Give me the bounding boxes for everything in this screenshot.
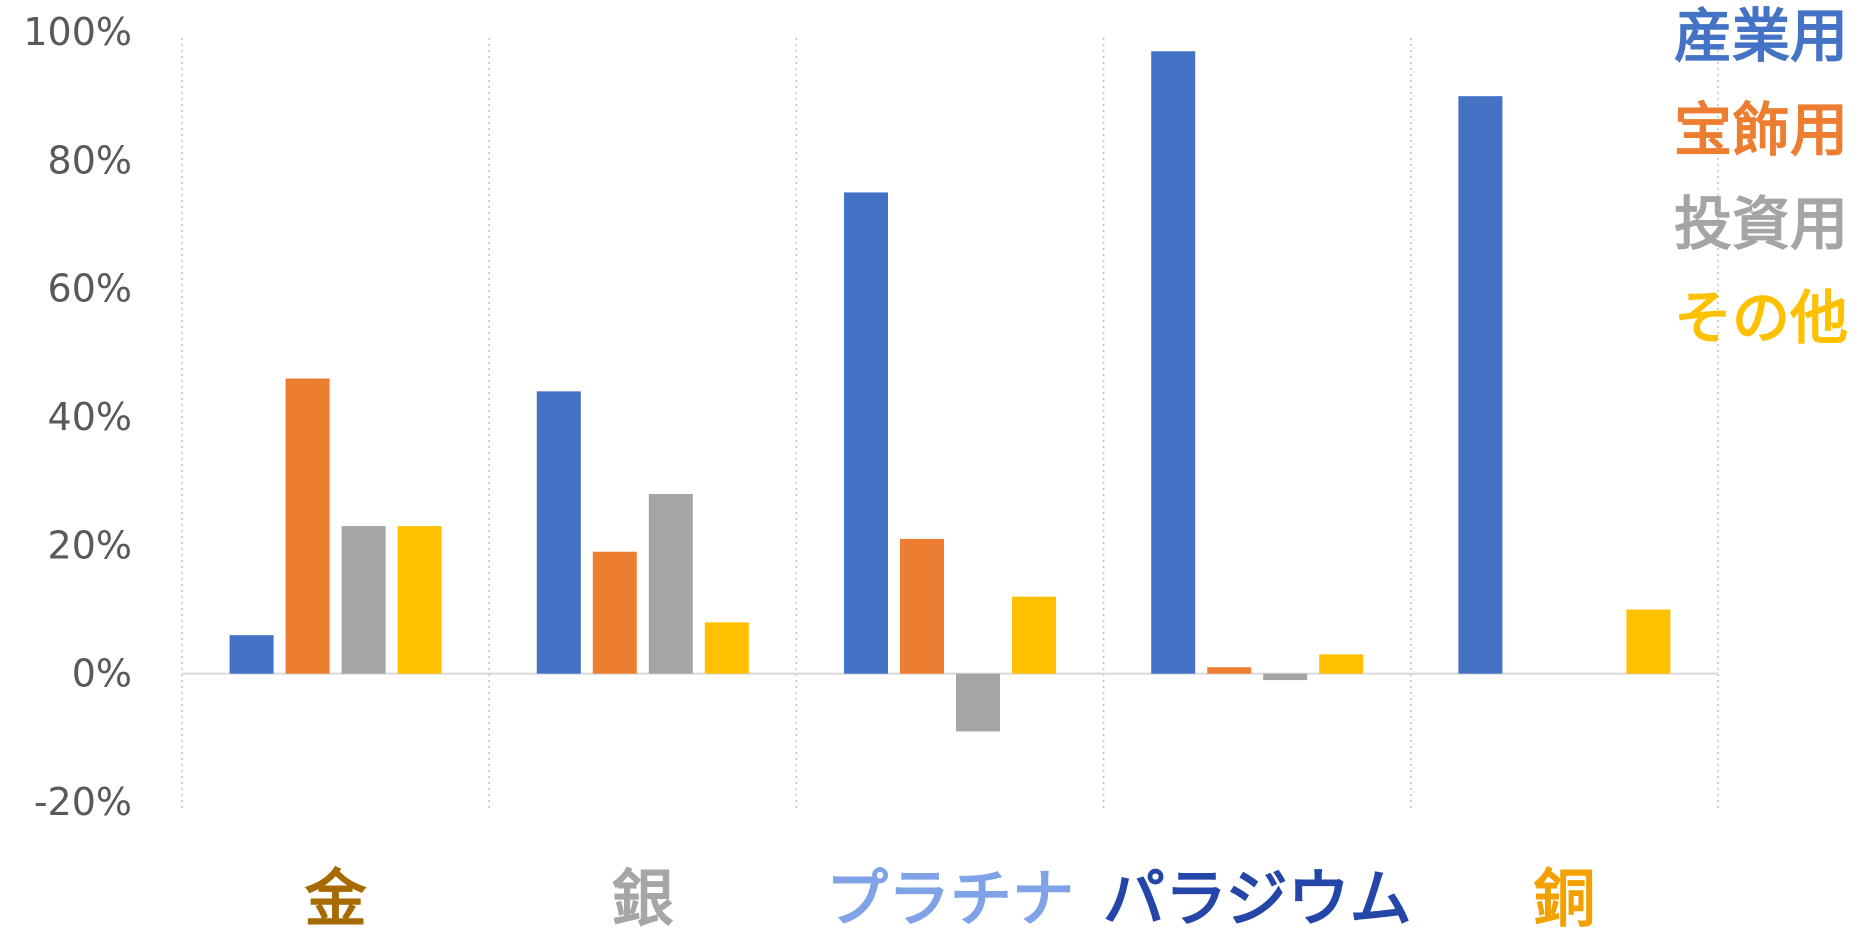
bar xyxy=(285,378,330,674)
bar xyxy=(1012,596,1056,674)
bar xyxy=(900,538,944,674)
x-category-label: プラチナ xyxy=(826,862,1074,928)
bar xyxy=(1458,96,1503,674)
x-category-label: 銀 xyxy=(612,862,674,928)
bar xyxy=(1626,609,1671,674)
y-tick-label: 0% xyxy=(72,652,132,696)
x-axis-category-labels: 金 銀 プラチナ パラジウム 銅 xyxy=(304,862,1596,928)
x-category-label: 銅 xyxy=(1533,862,1595,928)
y-tick-label: 60% xyxy=(48,267,132,311)
bar xyxy=(1207,667,1252,674)
x-category-label: パラジウム xyxy=(1103,862,1412,928)
bar xyxy=(844,192,888,674)
bar xyxy=(704,622,749,674)
bar xyxy=(956,673,1000,732)
y-tick-label: 80% xyxy=(48,138,132,182)
bar xyxy=(397,526,442,674)
bar xyxy=(648,494,693,674)
bar xyxy=(341,526,386,674)
y-tick-label: 20% xyxy=(48,523,132,567)
y-tick-label: 40% xyxy=(48,395,132,439)
bar xyxy=(1263,673,1308,681)
legend-entry: 産業用 xyxy=(1674,2,1848,70)
bar xyxy=(1151,51,1196,674)
x-category-label: 金 xyxy=(304,862,368,928)
bar xyxy=(592,551,637,674)
y-tick-label: 100% xyxy=(23,10,132,54)
bar xyxy=(229,635,274,674)
y-axis-tick-labels: -20% 0% 20% 40% 60% 80% 100% xyxy=(23,10,132,824)
legend-entry: 投資用 xyxy=(1674,190,1848,258)
legend-entry: その他 xyxy=(1674,284,1848,352)
legend-entry: 宝飾用 xyxy=(1674,96,1848,164)
bar xyxy=(1319,654,1364,674)
bars xyxy=(229,51,1671,732)
bar xyxy=(536,391,581,674)
y-tick-label: -20% xyxy=(34,780,132,824)
